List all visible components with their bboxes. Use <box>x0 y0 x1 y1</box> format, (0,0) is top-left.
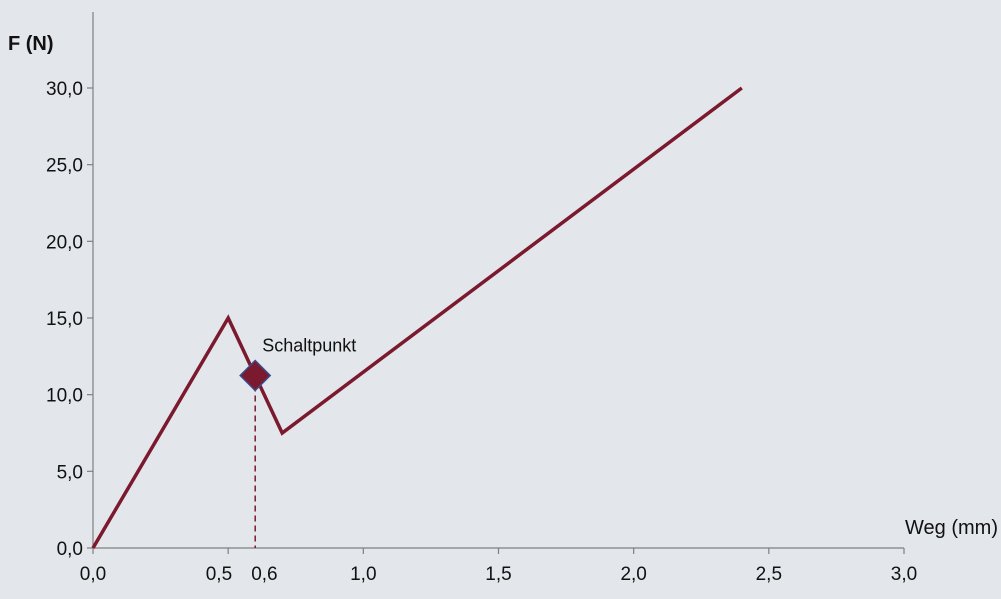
y-tick-label: 5,0 <box>57 462 83 483</box>
y-axis-title: F (N) <box>8 33 54 55</box>
x-tick-label: 1,5 <box>485 564 511 585</box>
y-tick-label: 10,0 <box>46 386 83 407</box>
y-tick-label: 20,0 <box>46 232 83 253</box>
x-tick-label: 0,0 <box>80 564 106 585</box>
x-tick-label: 2,0 <box>620 564 646 585</box>
x-tick-label: 1,0 <box>350 564 376 585</box>
ticks: 0,0 5,0 10,0 15,0 20,0 25,0 30,0 0,0 0,5 0,6 1,0 1,… <box>46 79 917 585</box>
x-tick-label: 3,0 <box>891 564 917 585</box>
y-tick-label: 25,0 <box>46 156 83 177</box>
annotation-layer: Schaltpunkt <box>239 336 356 548</box>
series-layer <box>91 86 743 549</box>
schaltpunkt-marker <box>239 359 272 392</box>
series-line <box>91 86 743 549</box>
x-tick-label: 0,5 <box>206 564 232 585</box>
schaltpunkt-label: Schaltpunkt <box>262 336 356 356</box>
y-tick-label: 30,0 <box>46 79 83 100</box>
x-axis-title: Weg (mm) <box>905 517 998 539</box>
y-tick-label: 0,0 <box>57 539 83 560</box>
x-tick-label: 2,5 <box>756 564 782 585</box>
axes <box>92 12 904 549</box>
y-tick-label: 15,0 <box>46 309 83 330</box>
x-tick-label: 0,6 <box>251 564 277 585</box>
